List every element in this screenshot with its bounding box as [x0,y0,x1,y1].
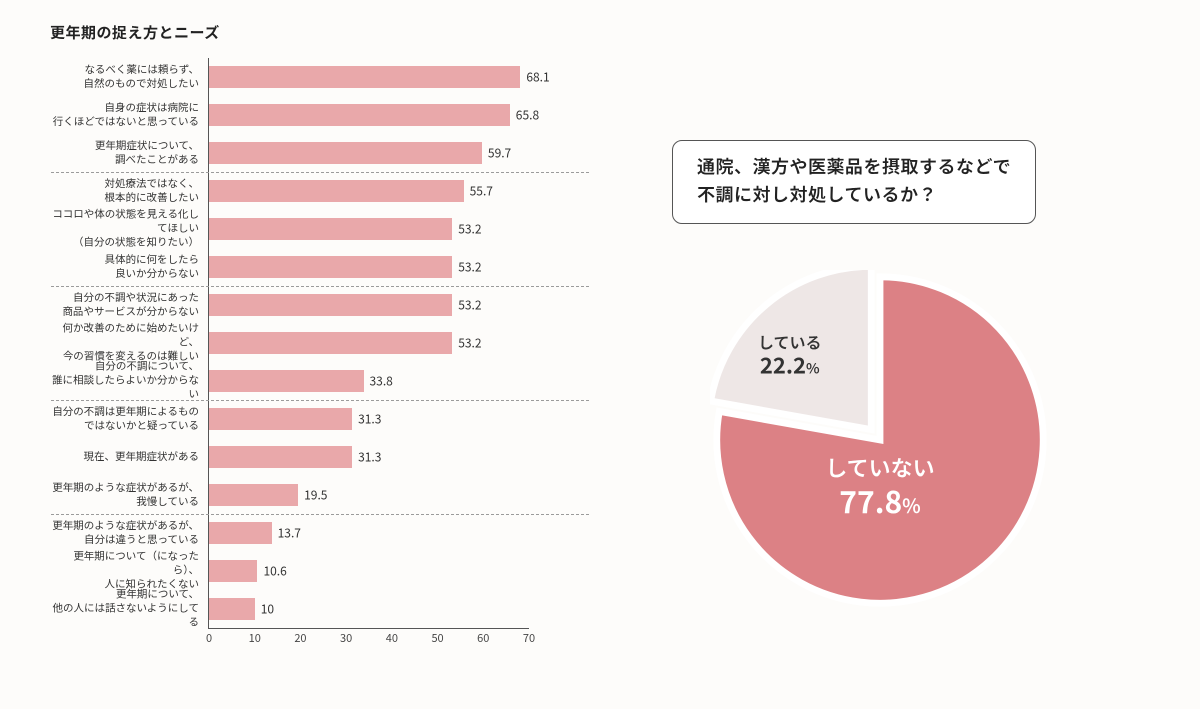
bar-value-label: 10.6 [257,563,286,580]
bar-row: 具体的に何をしたら良いか分からない53.2 [209,248,529,286]
bar [209,370,364,392]
bar [209,446,352,468]
bar-value-label: 10 [255,601,274,618]
bar-category-label: 自分の不調は更年期によるものではないかと疑っている [49,405,209,433]
bar-row: 自分の不調について、誰に相談したらよいか分からない33.8 [209,362,529,400]
bar-category-label: 自分の不調について、誰に相談したらよいか分からない [49,360,209,403]
bar-chart: 010203040506070なるべく薬には頼らず、自然のもので対処したい68.… [50,58,610,629]
bar [209,598,255,620]
bar-row: 更年期について（になったら）、人に知られたくない10.6 [209,552,529,590]
bar [209,142,482,164]
question-callout: 通院、漢方や医薬品を摂取するなどで 不調に対し対処しているか？ [672,140,1036,224]
bar-row: 何か改善のために始めたいけど、今の習慣を変えるのは難しい53.2 [209,324,529,362]
pie-major-pct: 77.8% [825,482,934,520]
bar-category-label: 更年期のような症状があるが、自分は違うと思っている [49,519,209,547]
bar-value-label: 19.5 [298,487,327,504]
bar [209,408,352,430]
bar-value-label: 65.8 [510,107,539,124]
bar-row: ココロや体の状態を見える化してほしい（自分の状態を知りたい）53.2 [209,210,529,248]
bar [209,180,464,202]
bar-category-label: 更年期のような症状があるが、我慢している [49,481,209,509]
bar-value-label: 31.3 [352,411,381,428]
bar-category-label: 自分の不調や状況にあった商品やサービスが分からない [49,291,209,319]
bar-row: 更年期について、他の人には話さないようにしてる10 [209,590,529,628]
pie-label-minor: している 22.2% [758,332,822,380]
bar-category-label: 現在、更年期症状がある [49,450,209,464]
bar-value-label: 55.7 [464,183,493,200]
bar-row: 対処療法ではなく、根本的に改善したい55.7 [209,172,529,210]
pie-minor-pct: 22.2% [758,352,822,380]
bar [209,560,257,582]
x-tick-label: 60 [477,630,489,646]
bar-value-label: 53.2 [452,221,481,238]
bar-value-label: 31.3 [352,449,381,466]
bar-row: 自分の不調は更年期によるものではないかと疑っている31.3 [209,400,529,438]
bar [209,332,452,354]
pie-label-major: していない 77.8% [825,454,934,519]
bar-row: なるべく薬には頼らず、自然のもので対処したい68.1 [209,58,529,96]
bar-value-label: 33.8 [364,373,393,390]
pie-chart: していない 77.8% している 22.2% [710,270,1050,610]
bar-category-label: なるべく薬には頼らず、自然のもので対処したい [49,63,209,91]
bar-value-label: 13.7 [272,525,301,542]
x-tick-label: 20 [294,630,306,646]
bar-value-label: 53.2 [452,297,481,314]
bar-category-label: 更年期症状について、調べたことがある [49,139,209,167]
bar [209,66,520,88]
bar-row: 自身の症状は病院に行くほどではないと思っている65.8 [209,96,529,134]
bar-category-label: 対処療法ではなく、根本的に改善したい [49,177,209,205]
page-title: 更年期の捉え方とニーズ [50,22,220,43]
bar-row: 更年期のような症状があるが、自分は違うと思っている13.7 [209,514,529,552]
x-tick-label: 10 [249,630,261,646]
bar [209,104,510,126]
bar-category-label: ココロや体の状態を見える化してほしい（自分の状態を知りたい） [49,208,209,251]
bar-category-label: 自身の症状は病院に行くほどではないと思っている [49,101,209,129]
bar [209,522,272,544]
x-tick-label: 0 [206,630,212,646]
bar-row: 現在、更年期症状がある31.3 [209,438,529,476]
bar-category-label: 具体的に何をしたら良いか分からない [49,253,209,281]
bar [209,218,452,240]
callout-line-2: 不調に対し対処しているか？ [697,181,1011,209]
bar-row: 更年期症状について、調べたことがある59.7 [209,134,529,172]
bar-value-label: 53.2 [452,259,481,276]
bar-row: 更年期のような症状があるが、我慢している19.5 [209,476,529,514]
x-tick-label: 70 [523,630,535,646]
x-tick-label: 50 [431,630,443,646]
pie-svg [710,270,1050,610]
bar-category-label: 更年期について、他の人には話さないようにしてる [49,588,209,631]
callout-line-1: 通院、漢方や医薬品を摂取するなどで [697,153,1011,181]
bar [209,256,452,278]
bar-value-label: 53.2 [452,335,481,352]
bar-value-label: 59.7 [482,145,511,162]
bar-row: 自分の不調や状況にあった商品やサービスが分からない53.2 [209,286,529,324]
x-tick-label: 40 [386,630,398,646]
bar-value-label: 68.1 [520,69,549,86]
x-tick-label: 30 [340,630,352,646]
bar [209,484,298,506]
bar-plot-area: 010203040506070なるべく薬には頼らず、自然のもので対処したい68.… [208,58,529,629]
bar [209,294,452,316]
